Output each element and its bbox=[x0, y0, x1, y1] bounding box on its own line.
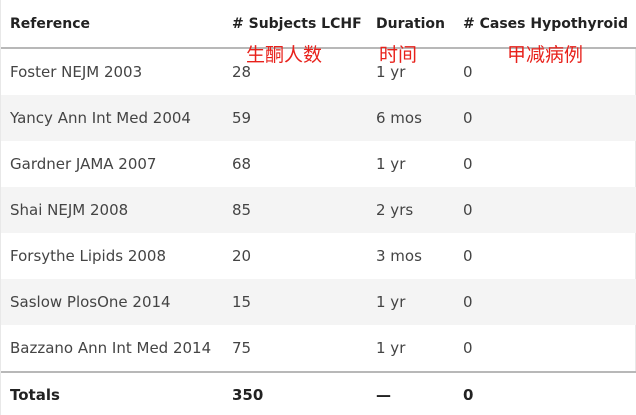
header-cases-hypothyroid: # Cases Hypothyroid bbox=[463, 16, 628, 32]
table-row: Saslow PlosOne 2014 15 1 yr 0 bbox=[1, 279, 636, 325]
table-row: Foster NEJM 2003 28 1 yr 0 bbox=[1, 49, 636, 95]
cell-cases: 0 bbox=[463, 339, 473, 357]
annotation-cases-cn: 甲减病例 bbox=[507, 44, 584, 66]
cell-duration: 6 mos bbox=[376, 109, 422, 127]
cell-cases: 0 bbox=[463, 201, 473, 219]
cell-cases: 0 bbox=[463, 247, 473, 265]
cell-reference: Foster NEJM 2003 bbox=[10, 63, 143, 81]
table-row: Forsythe Lipids 2008 20 3 mos 0 bbox=[1, 233, 636, 279]
cell-reference: Gardner JAMA 2007 bbox=[10, 155, 157, 173]
cell-subjects: 15 bbox=[232, 293, 252, 311]
cell-duration: 1 yr bbox=[376, 339, 406, 357]
table-row: Bazzano Ann Int Med 2014 75 1 yr 0 bbox=[1, 325, 636, 371]
table-header-row: Reference # Subjects LCHF Duration # Cas… bbox=[1, 0, 636, 49]
cell-duration: 1 yr bbox=[376, 63, 406, 81]
totals-cases: 0 bbox=[463, 386, 474, 404]
cell-subjects: 75 bbox=[232, 339, 252, 357]
cell-subjects: 59 bbox=[232, 109, 252, 127]
totals-duration: — bbox=[376, 386, 391, 404]
totals-row: Totals 350 — 0 bbox=[1, 371, 636, 415]
totals-subjects: 350 bbox=[232, 386, 264, 404]
table-row: Shai NEJM 2008 85 2 yrs 0 bbox=[1, 187, 636, 233]
cell-cases: 0 bbox=[463, 293, 473, 311]
cell-subjects: 68 bbox=[232, 155, 252, 173]
cell-duration: 1 yr bbox=[376, 155, 406, 173]
cell-reference: Forsythe Lipids 2008 bbox=[10, 247, 167, 265]
cell-reference: Bazzano Ann Int Med 2014 bbox=[10, 339, 212, 357]
cell-cases: 0 bbox=[463, 63, 473, 81]
cell-duration: 2 yrs bbox=[376, 201, 414, 219]
cell-subjects: 85 bbox=[232, 201, 252, 219]
cell-reference: Shai NEJM 2008 bbox=[10, 201, 129, 219]
header-duration: Duration bbox=[376, 16, 446, 32]
header-subjects-lchf: # Subjects LCHF bbox=[232, 16, 362, 32]
cell-duration: 1 yr bbox=[376, 293, 406, 311]
cell-cases: 0 bbox=[463, 109, 473, 127]
totals-label: Totals bbox=[10, 386, 60, 404]
table-row: Gardner JAMA 2007 68 1 yr 0 bbox=[1, 141, 636, 187]
cell-cases: 0 bbox=[463, 155, 473, 173]
table-row: Yancy Ann Int Med 2004 59 6 mos 0 bbox=[1, 95, 636, 141]
cell-subjects: 20 bbox=[232, 247, 252, 265]
cell-duration: 3 mos bbox=[376, 247, 422, 265]
cell-reference: Yancy Ann Int Med 2004 bbox=[10, 109, 191, 127]
annotation-subjects-cn: 生酮人数 bbox=[246, 44, 323, 66]
header-reference: Reference bbox=[10, 16, 91, 32]
cell-subjects: 28 bbox=[232, 63, 252, 81]
cell-reference: Saslow PlosOne 2014 bbox=[10, 293, 171, 311]
annotation-duration-cn: 时间 bbox=[379, 44, 418, 66]
